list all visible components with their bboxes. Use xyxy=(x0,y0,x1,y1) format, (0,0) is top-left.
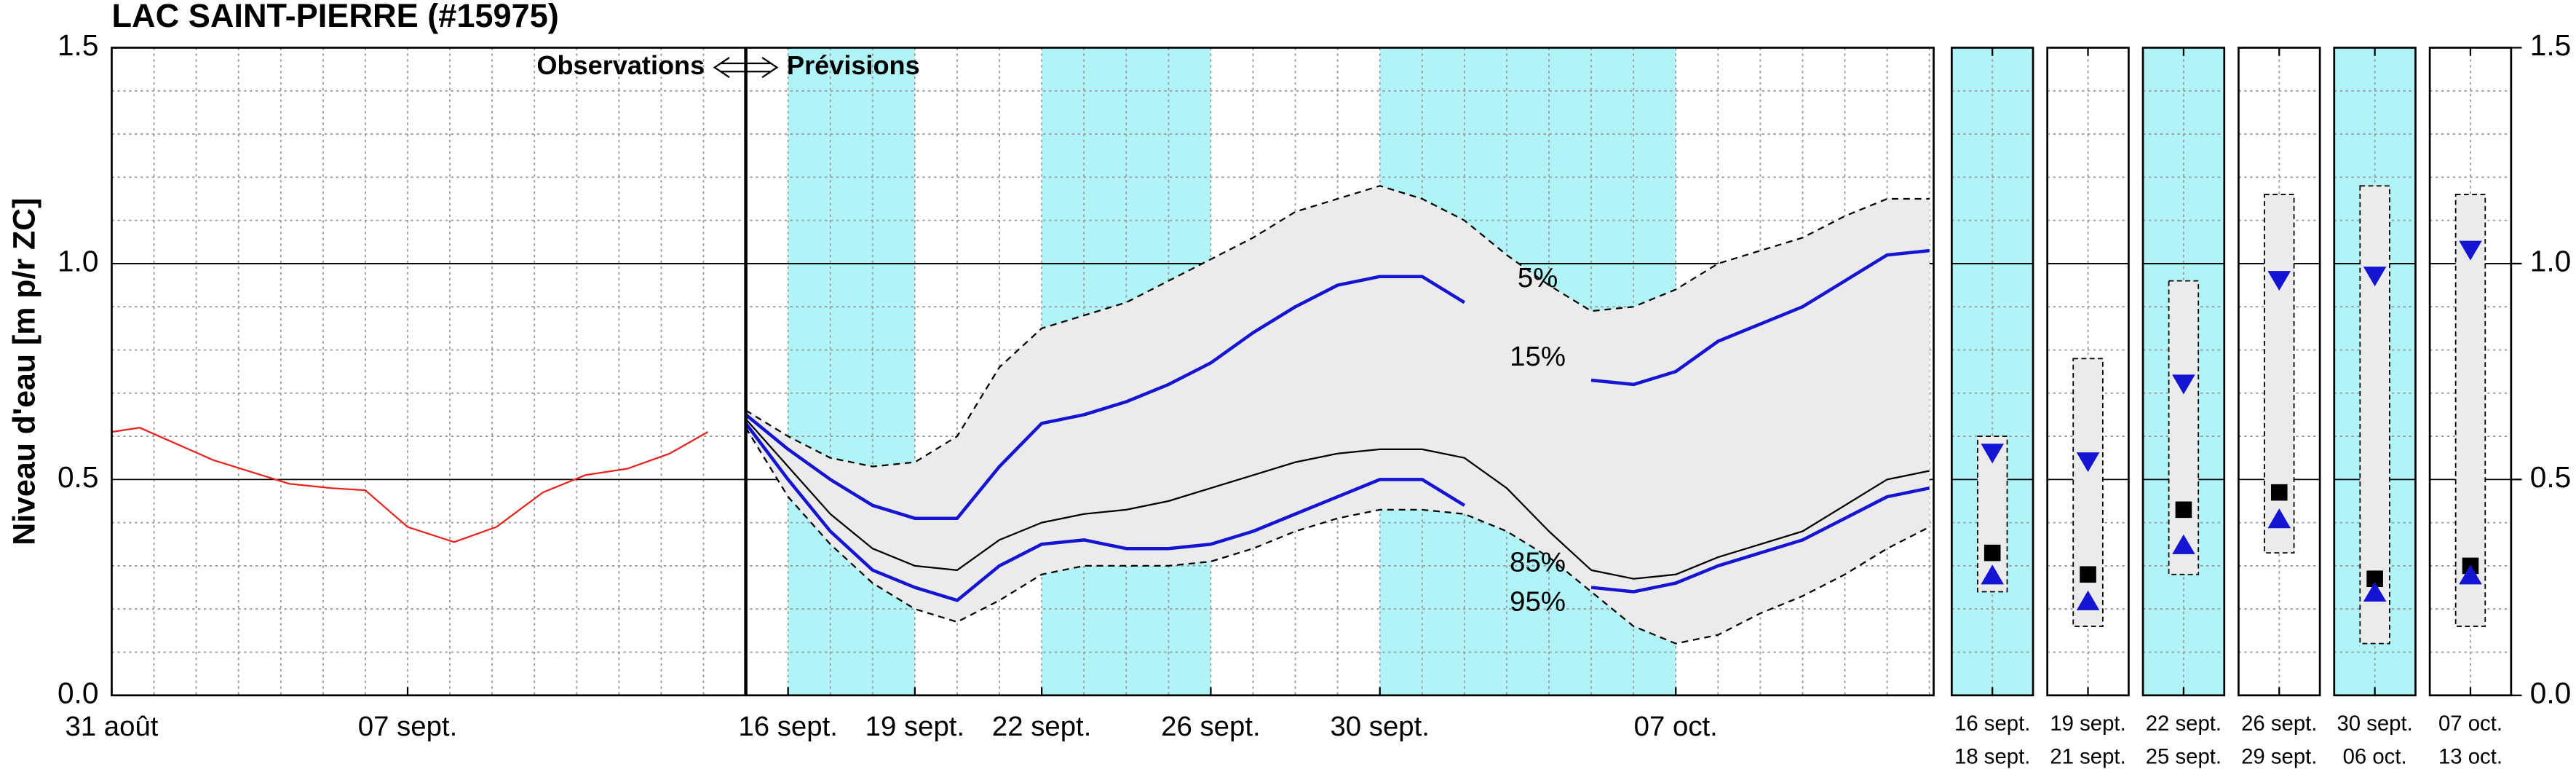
x-tick-label: 30 sept. xyxy=(1330,711,1429,742)
weekly-range xyxy=(2454,194,2486,627)
panel-frame xyxy=(2141,47,2226,697)
weekly-p85 xyxy=(1981,564,2004,585)
weekly-end-label: 21 sept. xyxy=(2050,744,2125,768)
shaded-period xyxy=(788,47,915,696)
y-tick-label: 0.5 xyxy=(58,460,98,494)
series-label: 85% xyxy=(1510,546,1566,578)
x-tick-label: 07 oct. xyxy=(1634,711,1718,742)
y-tick-label: 1.0 xyxy=(58,245,98,278)
weekly-start-label: 30 sept. xyxy=(2337,712,2412,736)
weekly-median xyxy=(2080,566,2096,583)
x-tick-label: 07 sept. xyxy=(358,711,458,742)
weekly-p85 xyxy=(2363,581,2387,602)
panel-frame xyxy=(2238,47,2321,697)
y-tick-label: 0.0 xyxy=(58,677,98,710)
x-tick-label: 31 août xyxy=(65,711,158,742)
y-axis-label: Niveau d'eau [m p/r ZC] xyxy=(7,198,41,545)
weekly-median xyxy=(2270,484,2288,501)
weekly-start-label: 16 sept. xyxy=(1954,712,2030,736)
series-line xyxy=(745,185,1930,468)
weekly-p85 xyxy=(2267,508,2291,529)
series-line xyxy=(111,427,708,543)
series-label: 95% xyxy=(1510,586,1566,618)
weekly-start-label: 19 sept. xyxy=(2050,712,2125,736)
series-line xyxy=(745,248,1930,520)
x-tick-label: 16 sept. xyxy=(738,711,838,742)
uncertainty-band xyxy=(745,186,1930,644)
y-tick-label: 1.5 xyxy=(58,28,98,62)
y-tick-label-right: 1.5 xyxy=(2530,28,2571,62)
weekly-p85 xyxy=(2459,564,2482,585)
y-tick-label-right: 0.0 xyxy=(2530,677,2571,710)
weekly-start-label: 26 sept. xyxy=(2241,712,2317,736)
y-tick-label-right: 0.5 xyxy=(2530,460,2571,494)
weekly-end-label: 18 sept. xyxy=(1954,744,2030,768)
weekly-end-label: 13 oct. xyxy=(2438,744,2502,768)
y-tick-label-right: 1.0 xyxy=(2530,245,2571,278)
weekly-range xyxy=(2168,280,2200,575)
x-tick-label: 19 sept. xyxy=(865,711,964,742)
weekly-end-label: 06 oct. xyxy=(2343,744,2407,768)
weekly-end-label: 29 sept. xyxy=(2241,744,2317,768)
weekly-median xyxy=(2175,501,2192,519)
weekly-end-label: 25 sept. xyxy=(2146,744,2222,768)
annotation: Prévisions xyxy=(787,50,920,80)
weekly-p85 xyxy=(2076,590,2100,610)
panel-frame xyxy=(2428,47,2513,697)
panel-frame xyxy=(1950,47,2034,697)
weekly-p15 xyxy=(2363,267,2387,287)
weekly-p15 xyxy=(2459,240,2482,261)
plot-frame xyxy=(111,47,1935,697)
weekly-p15 xyxy=(2172,374,2195,395)
chart-title: LAC SAINT-PIERRE (#15975) xyxy=(111,0,558,34)
weekly-start-label: 07 oct. xyxy=(2438,712,2502,736)
weekly-p15 xyxy=(2267,271,2291,291)
panel-frame xyxy=(2333,47,2417,697)
annotation-arrow xyxy=(713,57,779,79)
series-line xyxy=(744,422,1930,602)
weekly-range xyxy=(2072,358,2104,627)
weekly-p15 xyxy=(1981,444,2004,464)
weekly-p85 xyxy=(2172,534,2195,554)
x-tick-label: 26 sept. xyxy=(1161,711,1261,742)
weekly-p15 xyxy=(2076,452,2100,473)
panel-frame xyxy=(2046,47,2130,697)
x-tick-label: 22 sept. xyxy=(992,711,1092,742)
annotation: Observations xyxy=(536,50,705,80)
series-line xyxy=(745,427,1930,645)
series-label: 15% xyxy=(1510,341,1566,372)
weekly-range xyxy=(2359,185,2390,645)
series-line xyxy=(745,418,1930,580)
weekly-median xyxy=(1983,544,2001,562)
weekly-median xyxy=(2366,570,2383,587)
weekly-start-label: 22 sept. xyxy=(2146,712,2222,736)
series-label: 5% xyxy=(1518,262,1558,294)
